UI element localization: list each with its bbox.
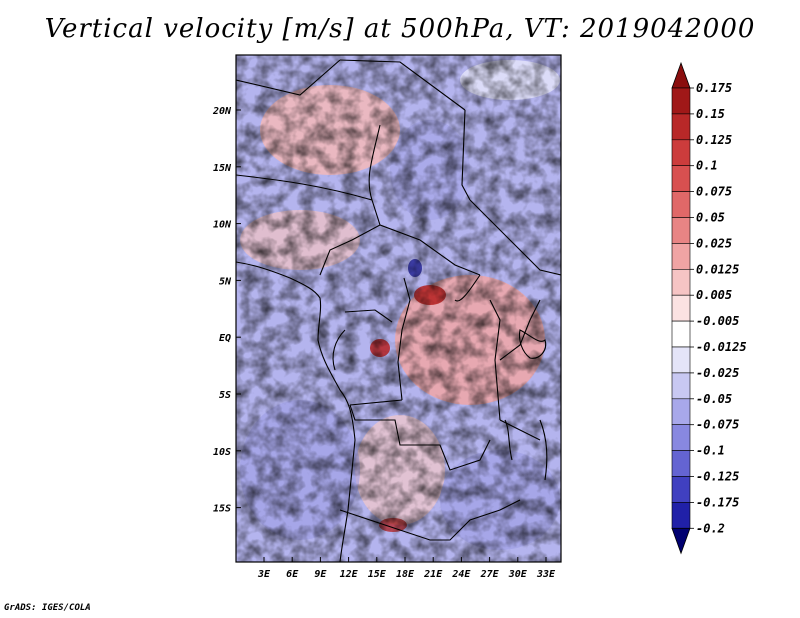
map-frame (235, 54, 562, 563)
colorbar-label: 0.005 (696, 288, 732, 302)
colorbar-swatch (671, 165, 691, 192)
lat-label: 10S (213, 447, 231, 458)
lat-label: 15N (213, 163, 232, 174)
colorbar-swatch (671, 294, 691, 322)
lon-label: 6E (286, 569, 299, 580)
colorbar-swatch (671, 424, 691, 451)
lat-label: 10N (213, 220, 232, 231)
lon-label: 21E (423, 569, 443, 580)
lon-label: 24E (451, 569, 471, 580)
lat-label: 15S (213, 504, 231, 515)
colorbar-label: -0.175 (696, 495, 739, 509)
colorbar-swatch (671, 217, 691, 244)
lon-label: 15E (368, 569, 387, 580)
colorbar-swatch (671, 398, 691, 425)
lon-label: 27E (480, 569, 500, 580)
latitude-axis: 20N 15N 10N 5N EQ 5S 10S 15S (212, 106, 241, 515)
colorbar-swatch (671, 268, 691, 296)
colorbar-swatch (671, 320, 691, 348)
colorbar-swatch (671, 191, 691, 218)
colorbar-label: -0.025 (696, 366, 739, 380)
map-title: Vertical velocity [m/s] at 500hPa, VT: 2… (44, 14, 756, 44)
colorbar-label: 0.075 (696, 185, 732, 199)
colorbar-label: -0.005 (696, 314, 739, 328)
country-borders (236, 59, 561, 562)
lat-label: 20N (212, 106, 232, 117)
colorbar-label: -0.075 (696, 418, 739, 432)
colorbar-swatch (671, 139, 691, 167)
colorbar-swatch (671, 87, 691, 115)
colorbar-label: 0.05 (696, 211, 725, 225)
colorbar-label: 0.125 (696, 133, 732, 147)
lon-label: 30E (508, 569, 528, 580)
colorbar-label: 0.025 (696, 236, 732, 250)
colorbar-label: 0.175 (696, 81, 732, 95)
colorbar-label: -0.0125 (696, 340, 747, 354)
lon-label: 9E (314, 569, 327, 580)
colorbar-swatch (671, 476, 691, 503)
lat-label: EQ (219, 333, 231, 344)
lat-label: 5S (219, 390, 231, 401)
colorbar-label: -0.125 (696, 470, 739, 484)
colorbar-label: -0.05 (696, 392, 732, 406)
lon-label: 12E (340, 569, 359, 580)
lat-label: 5N (219, 276, 232, 287)
colorbar-swatch (671, 502, 691, 529)
colorbar-label: -0.1 (696, 444, 725, 458)
colorbar-label: -0.2 (696, 521, 725, 535)
colorbar-swatch (671, 372, 691, 400)
colorbar-label: 0.15 (696, 107, 725, 121)
lakes (504, 329, 548, 481)
colorbar-swatch (671, 450, 691, 477)
colorbar-bottom-arrow (671, 527, 691, 555)
colorbar-label: 0.0125 (696, 262, 739, 276)
footer-credit: GrADS: IGES/COLA (4, 603, 91, 613)
lon-label: 3E (257, 569, 271, 580)
lon-label: 18E (396, 569, 415, 580)
longitude-axis: 3E 6E 9E 12E 15E 18E 21E 24E 27E 30E 33E (257, 557, 556, 580)
lon-label: 33E (536, 569, 556, 580)
colorbar-label: 0.1 (696, 159, 718, 173)
colorbar-top-arrow (671, 61, 691, 89)
colorbar: 0.175 0.15 0.125 0.1 0.075 0.05 0.025 0.0125 0.0… (671, 61, 747, 555)
colorbar-swatch (671, 346, 691, 374)
colorbar-swatch (671, 113, 691, 141)
vertical-velocity-field (236, 55, 561, 562)
colorbar-swatch (671, 243, 691, 270)
